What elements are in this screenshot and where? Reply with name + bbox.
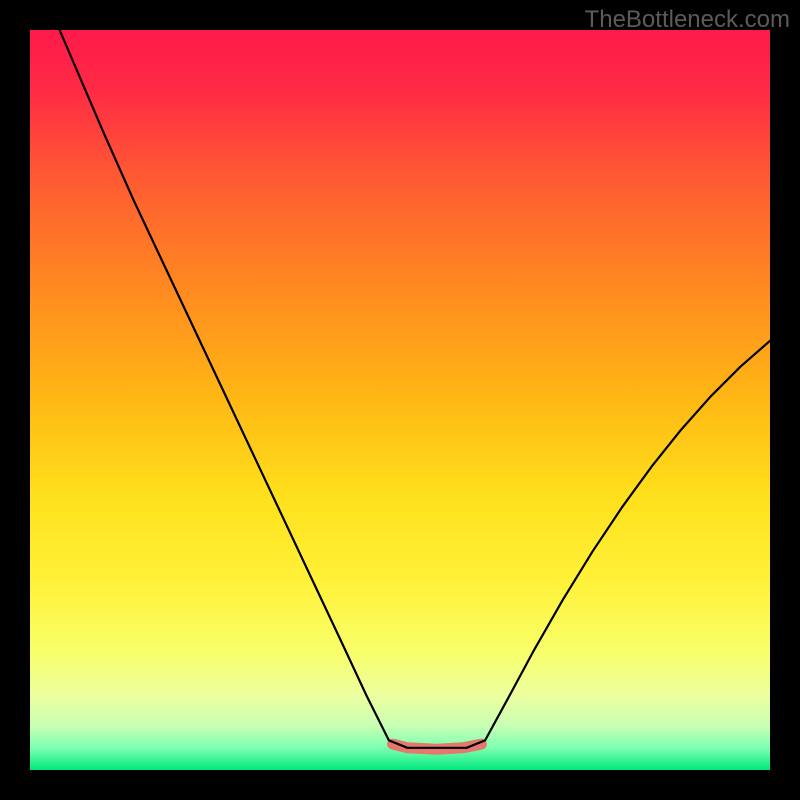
bottleneck-chart: TheBottleneck.com bbox=[0, 0, 800, 800]
chart-svg bbox=[0, 0, 800, 800]
watermark-text: TheBottleneck.com bbox=[585, 6, 790, 34]
chart-plot-area bbox=[30, 30, 770, 770]
